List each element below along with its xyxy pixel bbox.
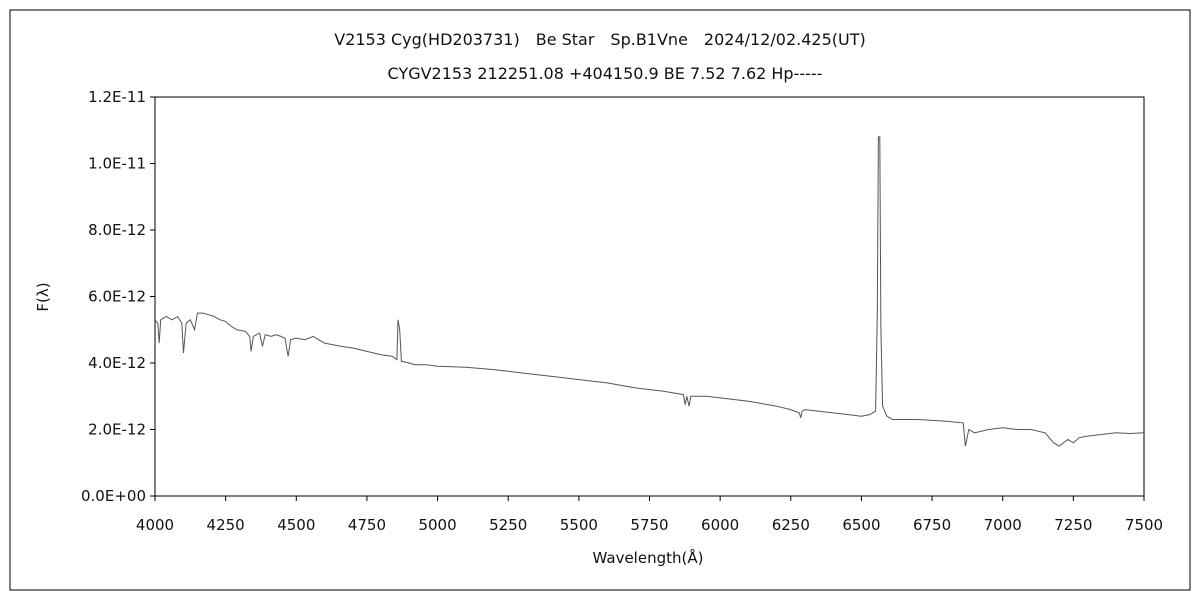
- y-tick-label: 0.0E+00: [81, 487, 146, 505]
- x-tick-label: 4000: [136, 516, 174, 534]
- y-tick-label: 6.0E-12: [88, 288, 146, 306]
- x-tick-label: 5500: [560, 516, 598, 534]
- x-tick-label: 5750: [630, 516, 668, 534]
- x-tick-label: 7250: [1054, 516, 1092, 534]
- x-tick-label: 5000: [418, 516, 456, 534]
- x-axis-label: Wavelength(Å): [593, 548, 704, 567]
- x-tick-label: 6250: [772, 516, 810, 534]
- x-tick-label: 6750: [913, 516, 951, 534]
- chart-subtitle: CYGV2153 212251.08 +404150.9 BE 7.52 7.6…: [388, 64, 823, 83]
- y-axis-label: F(λ): [34, 282, 52, 311]
- x-tick-label: 5250: [489, 516, 527, 534]
- x-tick-label: 7000: [984, 516, 1022, 534]
- y-axis: 0.0E+00 2.0E-12 4.0E-12 6.0E-12 8.0E-12 1.0E-…: [81, 88, 155, 505]
- x-tick-label: 6000: [701, 516, 739, 534]
- y-tick-label: 8.0E-12: [88, 221, 146, 239]
- spectrum-line: [154, 136, 1145, 447]
- x-tick-label: 4500: [277, 516, 315, 534]
- x-axis: 4000 4250 4500 4750 5000 5250 5500 5750 6000 6250…: [136, 496, 1163, 534]
- y-tick-label: 4.0E-12: [88, 354, 146, 372]
- y-tick-label: 1.0E-11: [88, 155, 146, 173]
- y-tick-label: 2.0E-12: [88, 421, 146, 439]
- y-tick-label: 1.2E-11: [88, 88, 146, 106]
- chart-title: V2153 Cyg(HD203731) Be Star Sp.B1Vne 202…: [334, 30, 865, 49]
- x-tick-label: 4750: [348, 516, 386, 534]
- x-tick-label: 7500: [1125, 516, 1163, 534]
- x-tick-label: 6500: [842, 516, 880, 534]
- x-tick-label: 4250: [207, 516, 245, 534]
